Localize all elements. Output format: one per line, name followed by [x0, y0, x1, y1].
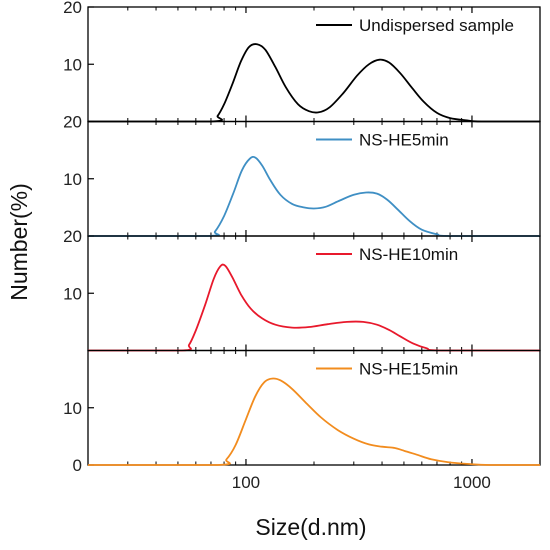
- y-tick-label: 20: [63, 113, 82, 132]
- series-line-2: [88, 155, 540, 237]
- y-tick-label: 10: [63, 55, 82, 74]
- series-line-3: [88, 263, 540, 352]
- panel-3: 10 20 NS-HE10min: [63, 227, 541, 352]
- x-tick-label: 100: [232, 473, 260, 492]
- panel-4: 0 10 NS-HE15min: [63, 349, 541, 475]
- legend-label: NS-HE10min: [359, 245, 458, 264]
- y-tick-label: 0: [73, 456, 82, 475]
- y-axis-title: Number(%): [6, 183, 32, 301]
- y-tick-label: 10: [63, 399, 82, 418]
- y-tick-label: 20: [63, 0, 82, 17]
- panels-group: 10 20 Undispersed sample 10 20 NS-HE5min 10 20 N…: [63, 0, 541, 492]
- panel-frame: [87, 235, 541, 352]
- panel-frame: [87, 349, 541, 466]
- legend-label: NS-HE15min: [359, 360, 458, 379]
- panel-1: 10 20 Undispersed sample: [63, 0, 541, 123]
- panel-frame: [87, 120, 541, 237]
- series-line-4: [88, 377, 540, 466]
- y-tick-label: 10: [63, 170, 82, 189]
- y-tick-label: 10: [63, 284, 82, 303]
- panel-2: 10 20 NS-HE5min: [63, 113, 541, 237]
- series-line-1: [88, 43, 540, 123]
- x-axis-title: Size(d.nm): [255, 514, 366, 540]
- x-tick-label: 1000: [453, 473, 491, 492]
- legend-label: NS-HE5min: [359, 131, 449, 150]
- y-tick-label: 20: [63, 227, 82, 246]
- legend-label: Undispersed sample: [359, 16, 514, 35]
